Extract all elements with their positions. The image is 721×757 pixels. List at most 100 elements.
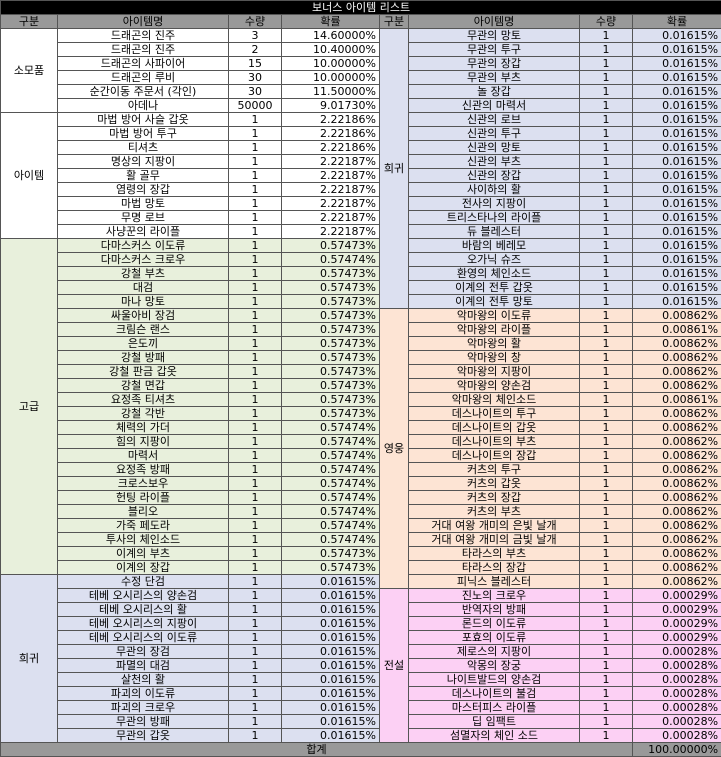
header-row: 구분 아이템명 수량 확률 구분 아이템명 수량 확률 bbox=[0, 14, 721, 29]
table-row: 요정족 방패 1 0.57474% 커츠의 투구 1 0.00862% bbox=[1, 462, 721, 477]
table-row: 테베 오시리스의 이도류 1 0.01615% 포효의 이도류 1 0.00029% bbox=[1, 630, 721, 645]
item-qty: 50000 bbox=[228, 98, 282, 113]
item-name: 블리오 bbox=[57, 504, 229, 519]
item-rate: 2.22187% bbox=[281, 154, 380, 169]
item-qty: 1 bbox=[579, 588, 633, 603]
item-qty: 1 bbox=[579, 294, 633, 309]
item-rate: 0.01615% bbox=[281, 714, 380, 729]
item-rate: 0.01615% bbox=[631, 238, 721, 253]
item-name: 악마왕의 체인소드 bbox=[408, 392, 580, 407]
category-cell: 희귀 bbox=[0, 574, 58, 743]
item-name: 마법 망토 bbox=[57, 196, 229, 211]
item-qty: 1 bbox=[579, 714, 633, 729]
item-rate: 0.57474% bbox=[281, 420, 380, 435]
item-name: 다마스커스 크로우 bbox=[57, 252, 229, 267]
item-name: 타라스의 부츠 bbox=[408, 546, 580, 561]
item-rate: 0.01615% bbox=[281, 644, 380, 659]
item-name: 강철 각반 bbox=[57, 406, 229, 421]
item-qty: 1 bbox=[228, 308, 282, 323]
item-qty: 1 bbox=[228, 714, 282, 729]
item-name: 거대 여왕 개미의 금빛 날개 bbox=[408, 532, 580, 547]
table-row: 드래곤의 루비 30 10.00000% 무관의 부츠 1 0.01615% bbox=[1, 70, 721, 85]
item-qty: 1 bbox=[228, 126, 282, 141]
item-qty: 1 bbox=[228, 602, 282, 617]
item-rate: 0.01615% bbox=[631, 266, 721, 281]
table-row: 사냥꾼의 라이플 1 2.22187% 듀 블레스터 1 0.01615% bbox=[1, 224, 721, 239]
item-qty: 1 bbox=[579, 364, 633, 379]
item-qty: 1 bbox=[579, 728, 633, 743]
item-rate: 2.22187% bbox=[281, 210, 380, 225]
item-qty: 1 bbox=[579, 518, 633, 533]
item-name: 다마스커스 이도류 bbox=[57, 238, 229, 253]
table-row: 마법 망토 1 2.22187% 전사의 지팡이 1 0.01615% bbox=[1, 196, 721, 211]
item-rate: 0.00028% bbox=[631, 700, 721, 715]
table-row: 강철 면갑 1 0.57473% 악마왕의 양손검 1 0.00862% bbox=[1, 378, 721, 393]
item-name: 커츠의 투구 bbox=[408, 462, 580, 477]
item-rate: 0.00862% bbox=[631, 308, 721, 323]
table-row: 파멸의 대검 1 0.01615% 악몽의 장궁 1 0.00028% bbox=[1, 658, 721, 673]
item-name: 마력서 bbox=[57, 448, 229, 463]
item-rate: 0.01615% bbox=[631, 154, 721, 169]
item-name: 테베 오시리스의 지팡이 bbox=[57, 616, 229, 631]
item-qty: 1 bbox=[579, 434, 633, 449]
item-rate: 0.01615% bbox=[281, 728, 380, 743]
item-rate: 0.00029% bbox=[631, 588, 721, 603]
item-rate: 0.57474% bbox=[281, 518, 380, 533]
item-qty: 1 bbox=[228, 392, 282, 407]
item-rate: 0.01615% bbox=[631, 182, 721, 197]
item-rate: 0.57474% bbox=[281, 476, 380, 491]
item-rate: 0.01615% bbox=[631, 224, 721, 239]
item-rate: 0.00029% bbox=[631, 616, 721, 631]
item-name: 커츠의 장갑 bbox=[408, 490, 580, 505]
item-rate: 2.22187% bbox=[281, 182, 380, 197]
item-qty: 1 bbox=[579, 392, 633, 407]
item-rate: 0.57473% bbox=[281, 280, 380, 295]
item-name: 마나 망토 bbox=[57, 294, 229, 309]
item-qty: 1 bbox=[228, 140, 282, 155]
item-qty: 1 bbox=[579, 322, 633, 337]
item-qty: 1 bbox=[228, 616, 282, 631]
item-rate: 0.00862% bbox=[631, 364, 721, 379]
item-qty: 1 bbox=[228, 504, 282, 519]
table-body: 소모품 드래곤의 진주 3 14.60000% 희귀 무관의 망토 1 0.01615% 드래곤… bbox=[0, 28, 721, 743]
item-name: 바람의 베레모 bbox=[408, 238, 580, 253]
item-qty: 1 bbox=[228, 700, 282, 715]
item-qty: 1 bbox=[579, 98, 633, 113]
item-rate: 0.01615% bbox=[281, 574, 380, 589]
item-name: 이계의 장갑 bbox=[57, 560, 229, 575]
item-qty: 1 bbox=[228, 154, 282, 169]
item-name: 놀 장갑 bbox=[408, 84, 580, 99]
item-rate: 0.57474% bbox=[281, 434, 380, 449]
item-qty: 1 bbox=[228, 728, 282, 743]
item-rate: 0.57474% bbox=[281, 490, 380, 505]
item-name: 활 골무 bbox=[57, 168, 229, 183]
table-row: 활 골무 1 2.22187% 신관의 장갑 1 0.01615% bbox=[1, 168, 721, 183]
item-rate: 0.01615% bbox=[631, 84, 721, 99]
item-qty: 1 bbox=[228, 476, 282, 491]
item-qty: 1 bbox=[228, 490, 282, 505]
item-rate: 0.01615% bbox=[631, 196, 721, 211]
table-row: 무관의 장검 1 0.01615% 제로스의 지팡이 1 0.00028% bbox=[1, 644, 721, 659]
item-qty: 1 bbox=[579, 406, 633, 421]
item-qty: 1 bbox=[228, 224, 282, 239]
item-rate: 0.01615% bbox=[631, 126, 721, 141]
item-name: 론드의 이도류 bbox=[408, 616, 580, 631]
item-qty: 1 bbox=[579, 546, 633, 561]
item-qty: 1 bbox=[579, 616, 633, 631]
table-row: 강철 부츠 1 0.57473% 환영의 체인소드 1 0.01615% bbox=[1, 266, 721, 281]
table-row: 드래곤의 진주 2 10.40000% 무관의 투구 1 0.01615% bbox=[1, 42, 721, 57]
item-qty: 1 bbox=[228, 462, 282, 477]
item-rate: 0.00862% bbox=[631, 434, 721, 449]
item-qty: 1 bbox=[228, 560, 282, 575]
item-qty: 1 bbox=[579, 126, 633, 141]
item-name: 악마왕의 활 bbox=[408, 336, 580, 351]
item-name: 강철 면갑 bbox=[57, 378, 229, 393]
item-name: 수정 단검 bbox=[57, 574, 229, 589]
item-rate: 0.57473% bbox=[281, 308, 380, 323]
table-row: 테베 오시리스의 지팡이 1 0.01615% 론드의 이도류 1 0.00029% bbox=[1, 616, 721, 631]
item-name: 파괴의 이도류 bbox=[57, 686, 229, 701]
item-name: 테베 오시리스의 양손검 bbox=[57, 588, 229, 603]
item-rate: 2.22186% bbox=[281, 140, 380, 155]
item-name: 커츠의 부츠 bbox=[408, 504, 580, 519]
item-rate: 0.57473% bbox=[281, 266, 380, 281]
